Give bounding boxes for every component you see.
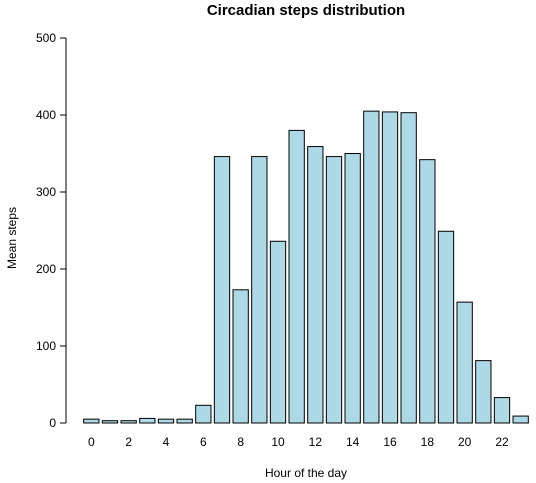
x-tick-label: 2 bbox=[125, 435, 132, 449]
x-tick-label: 14 bbox=[346, 435, 360, 449]
bar-hour-5 bbox=[176, 418, 193, 424]
y-tick-label: 400 bbox=[36, 108, 56, 122]
bar-hour-17 bbox=[400, 112, 417, 424]
y-axis-label: Mean steps bbox=[5, 207, 19, 269]
bar-hour-0 bbox=[83, 418, 100, 424]
y-tick-label: 100 bbox=[36, 339, 56, 353]
bars-group bbox=[83, 110, 529, 424]
y-tick-label: 200 bbox=[36, 262, 56, 276]
bar-hour-9 bbox=[251, 156, 268, 424]
x-axis-label: Hour of the day bbox=[265, 466, 347, 480]
bar-hour-1 bbox=[101, 420, 119, 424]
x-axis: 0 2 4 6 8 10 12 14 16 18 20 22 bbox=[88, 435, 509, 449]
bar-hour-15 bbox=[363, 110, 380, 424]
bar-hour-16 bbox=[381, 111, 399, 424]
bar-hour-14 bbox=[344, 153, 361, 424]
x-tick-label: 8 bbox=[237, 435, 244, 449]
bar-hour-12 bbox=[307, 146, 324, 424]
x-tick-label: 22 bbox=[495, 435, 509, 449]
bar-hour-2 bbox=[120, 420, 137, 424]
x-tick-label: 16 bbox=[383, 435, 397, 449]
bar-hour-11 bbox=[288, 129, 305, 424]
bar-hour-3 bbox=[139, 417, 156, 424]
x-tick-label: 12 bbox=[309, 435, 323, 449]
y-tick-label: 500 bbox=[36, 31, 56, 45]
y-axis: 0 100 200 300 400 500 bbox=[36, 31, 67, 430]
y-tick-label: 0 bbox=[49, 416, 56, 430]
bar-hour-13 bbox=[325, 156, 343, 424]
bar-hour-20 bbox=[456, 301, 473, 424]
x-tick-label: 10 bbox=[271, 435, 285, 449]
bar-hour-4 bbox=[157, 418, 175, 424]
chart-title: Circadian steps distribution bbox=[207, 2, 405, 19]
bar-hour-23 bbox=[512, 415, 529, 424]
y-tick-label: 300 bbox=[36, 185, 56, 199]
bar-hour-7 bbox=[213, 156, 231, 424]
bar-hour-18 bbox=[419, 159, 436, 424]
x-tick-label: 0 bbox=[88, 435, 95, 449]
bar-hour-8 bbox=[232, 289, 249, 424]
bar-hour-6 bbox=[195, 404, 212, 424]
bar-hour-22 bbox=[493, 397, 511, 424]
bar-hour-19 bbox=[437, 230, 455, 424]
x-tick-label: 18 bbox=[421, 435, 435, 449]
x-tick-label: 20 bbox=[458, 435, 472, 449]
bar-hour-10 bbox=[269, 240, 287, 424]
bar-hour-21 bbox=[475, 360, 492, 424]
x-tick-label: 4 bbox=[163, 435, 170, 449]
x-tick-label: 6 bbox=[200, 435, 207, 449]
